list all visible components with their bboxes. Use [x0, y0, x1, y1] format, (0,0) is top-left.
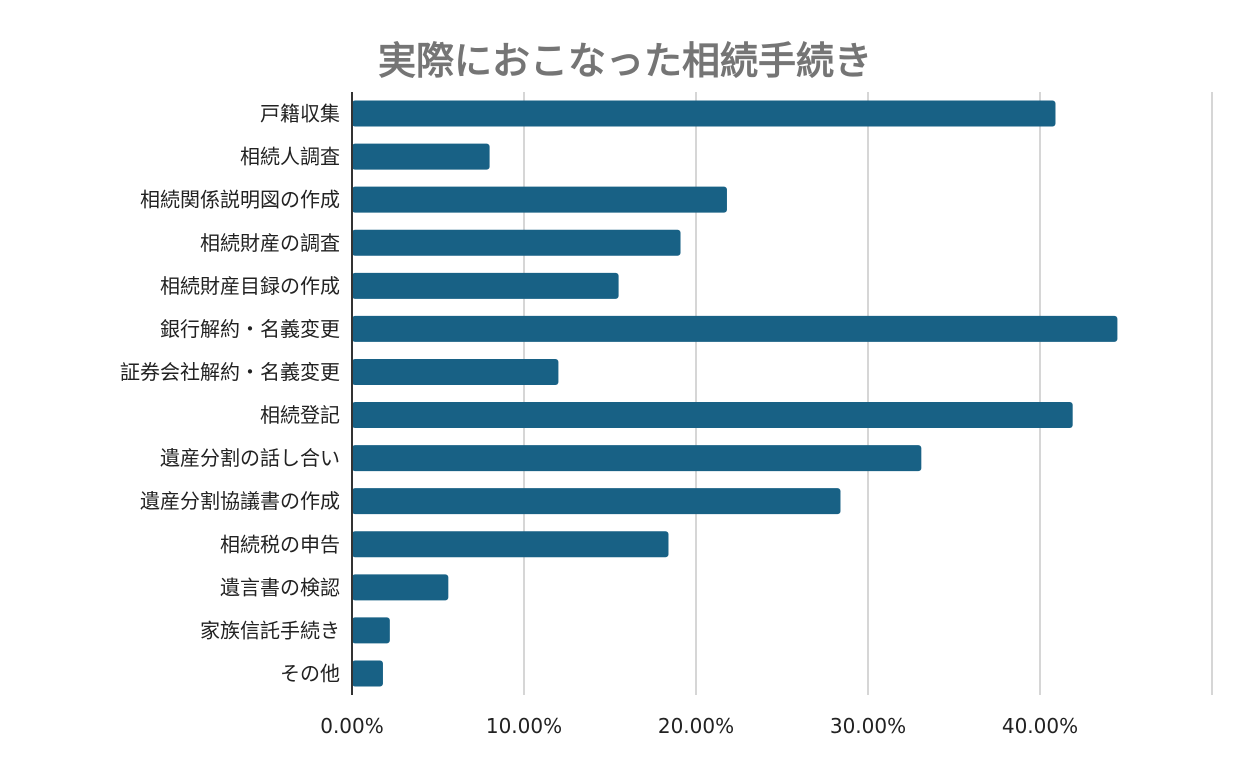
x-tick-label: 40.00%	[1002, 714, 1078, 738]
bar	[352, 100, 1056, 127]
category-label: 遺言書の検認	[220, 575, 340, 599]
bar	[352, 445, 922, 472]
category-label: 相続税の申告	[220, 532, 340, 556]
x-tick-label: 30.00%	[830, 714, 906, 738]
category-label: 遺産分割の話し合い	[160, 446, 340, 470]
category-label: その他	[280, 661, 340, 685]
bar	[352, 315, 1118, 342]
bar	[352, 531, 669, 558]
bar	[352, 143, 490, 170]
category-label: 相続関係説明図の作成	[140, 188, 340, 212]
category-label: 相続財産の調査	[200, 231, 340, 255]
x-tick-label: 20.00%	[658, 714, 734, 738]
bar	[352, 617, 390, 644]
bar	[352, 402, 1073, 429]
x-tick-label: 10.00%	[486, 714, 562, 738]
x-tick-label: 0.00%	[320, 714, 384, 738]
bar	[352, 574, 449, 601]
bar	[352, 660, 383, 687]
category-label: 家族信託手続き	[200, 618, 340, 642]
bar	[352, 186, 727, 213]
category-label: 遺産分割協議書の作成	[140, 489, 340, 513]
category-label: 相続登記	[260, 403, 340, 427]
bar	[352, 272, 619, 299]
category-label: 相続財産目録の作成	[160, 274, 340, 298]
chart-title: 実際におこなった相続手続き	[377, 39, 872, 83]
bar	[352, 229, 681, 256]
bar	[352, 358, 559, 385]
bar	[352, 488, 841, 515]
category-label: 戸籍収集	[260, 102, 340, 126]
category-label: 相続人調査	[240, 145, 340, 169]
category-label: 銀行解約・名義変更	[160, 317, 340, 341]
category-label: 証券会社解約・名義変更	[120, 360, 340, 384]
